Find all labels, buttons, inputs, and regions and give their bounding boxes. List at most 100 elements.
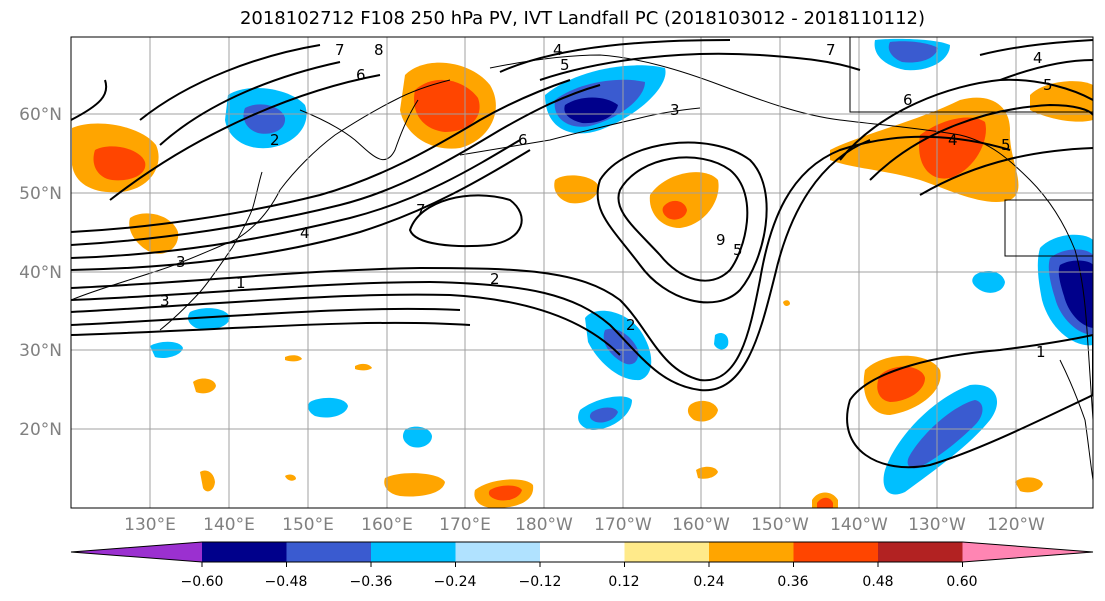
colorbar <box>70 541 1094 567</box>
pv-positive-patch <box>554 175 599 204</box>
colorbar-labels: −0.60 −0.48 −0.36 −0.24 −0.12 0.12 0.24 … <box>181 574 978 590</box>
colorbar-segment <box>878 542 963 562</box>
colorbar-tick-label: 0.24 <box>693 574 724 590</box>
colorbar-tick-label: −0.60 <box>181 574 224 590</box>
pv-negative-patch <box>714 333 729 350</box>
contour-label: 7 <box>416 201 426 219</box>
contour-line <box>71 307 461 326</box>
latitude-labels: 60°N 50°N 40°N 30°N 20°N <box>19 105 62 440</box>
map-layers: 7 8 6 2 4 3 7 2 6 5 4 3 5 9 2 1 7 6 4 5 … <box>71 37 1093 508</box>
contour-label: 5 <box>1043 76 1053 94</box>
colorbar-segment <box>371 542 456 562</box>
pv-negative-patch <box>188 308 230 330</box>
contour-label: 3 <box>160 292 170 310</box>
longitude-labels: 130°E 140°E 150°E 160°E 170°E 180°W 170°… <box>124 515 1045 535</box>
contour-label: 5 <box>560 56 570 74</box>
pv-positive-patch <box>200 470 215 492</box>
pv-negative-center <box>1058 260 1093 328</box>
pv-positive-core <box>93 146 146 181</box>
pv-negative-core <box>888 41 938 63</box>
pv-negative-core <box>603 328 639 365</box>
pv-negative-core <box>907 400 983 469</box>
contour-line <box>979 39 1093 56</box>
lon-label: 150°E <box>282 515 334 535</box>
coastline-japan <box>159 171 263 331</box>
lon-label: 160°W <box>672 515 730 535</box>
colorbar-segment <box>793 542 879 562</box>
lon-label: 170°W <box>594 515 652 535</box>
contour-label: 4 <box>553 41 563 59</box>
pv-positive-patch <box>384 473 445 497</box>
contour-line <box>71 135 1011 382</box>
colorbar-segment <box>624 542 710 562</box>
contour-line <box>999 59 1093 81</box>
lat-label: 30°N <box>19 341 62 361</box>
contour-line <box>71 139 871 392</box>
colorbar-extend-min <box>71 542 202 562</box>
coastline-asia <box>71 79 451 301</box>
colorbar-segment <box>709 542 794 562</box>
region-box-west-coast <box>1004 199 1093 257</box>
contour-label: 4 <box>948 131 958 149</box>
contour-line <box>71 321 471 336</box>
pv-positive-patch <box>193 378 216 394</box>
lon-label: 180°W <box>515 515 573 535</box>
contour-line <box>71 79 108 121</box>
lat-label: 40°N <box>19 263 62 283</box>
contour-label: 4 <box>1033 49 1043 67</box>
coastline-kamchatka <box>299 99 419 161</box>
coastline-aleutians <box>459 107 701 156</box>
colorbar-segment <box>286 542 372 562</box>
pv-positive-patch <box>285 355 302 362</box>
contour-label: 7 <box>335 41 345 59</box>
region-boxes <box>849 37 1093 257</box>
colorbar-tick-label: 0.36 <box>777 574 808 590</box>
region-box-north <box>849 37 1093 113</box>
ivt-contours <box>71 39 1093 469</box>
lon-label: 150°W <box>751 515 809 535</box>
coastline-mexico <box>1059 359 1093 481</box>
pv-negative-patch <box>402 426 432 448</box>
contour-line <box>617 156 749 282</box>
contour-line <box>539 52 861 81</box>
contour-line <box>869 103 1093 181</box>
contour-label: 1 <box>1036 343 1046 361</box>
contour-label: 7 <box>826 41 836 59</box>
pv-negative-patch <box>972 270 1005 293</box>
pv-negative-core <box>589 407 618 423</box>
pv-positive-core <box>488 485 522 501</box>
contour-line <box>71 149 531 271</box>
plot-frame <box>70 36 1094 509</box>
contour-line <box>919 147 1093 196</box>
pv-positive-patch <box>355 363 372 371</box>
pv-positive-patch <box>783 300 790 307</box>
contour-label: 9 <box>716 231 726 249</box>
map-title: 2018102712 F108 250 hPa PV, IVT Landfall… <box>239 8 926 29</box>
colorbar-tick-label: −0.24 <box>434 574 477 590</box>
lat-label: 20°N <box>19 420 62 440</box>
contour-line <box>596 141 768 304</box>
pv-positive-core <box>817 497 833 508</box>
lon-label: 130°E <box>124 515 176 535</box>
lat-label: 50°N <box>19 184 62 204</box>
pv-positive-core <box>877 366 925 402</box>
colorbar-extend-max <box>962 542 1093 562</box>
pv-positive-core <box>662 200 687 220</box>
colorbar-tick-label: 0.12 <box>608 574 639 590</box>
contour-line <box>71 293 621 356</box>
colorbar-segment <box>540 542 625 562</box>
contour-line <box>159 61 341 146</box>
lon-label: 130°W <box>908 515 966 535</box>
contour-labels: 7 8 6 2 4 3 7 2 6 5 4 3 5 9 2 1 7 6 4 5 … <box>160 41 1053 361</box>
contour-label: 4 <box>300 224 310 242</box>
colorbar-tick-label: 0.60 <box>946 574 977 590</box>
lat-label: 60°N <box>19 105 62 125</box>
contour-label: 1 <box>236 274 246 292</box>
contour-label: 2 <box>270 131 280 149</box>
lon-label: 170°E <box>439 515 491 535</box>
pv-positive-core <box>414 79 480 132</box>
contour-label: 6 <box>518 131 528 149</box>
pv-negative-center <box>564 97 618 124</box>
contour-label: 5 <box>733 241 743 259</box>
